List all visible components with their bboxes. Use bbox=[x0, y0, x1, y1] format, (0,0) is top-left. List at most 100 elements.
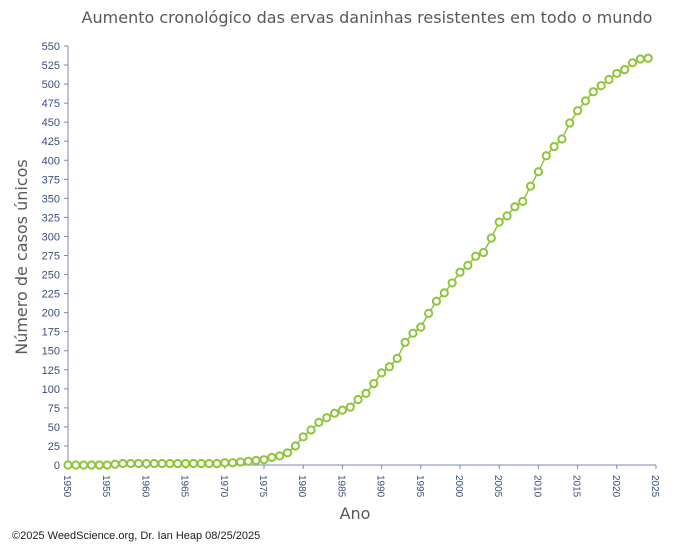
x-tick-label: 1995 bbox=[414, 475, 425, 498]
x-tick-label: 2015 bbox=[571, 475, 582, 498]
data-point bbox=[165, 458, 175, 469]
data-point bbox=[282, 448, 293, 458]
data-point bbox=[133, 458, 144, 469]
data-point bbox=[259, 455, 269, 465]
data-point bbox=[290, 441, 300, 451]
data-point bbox=[502, 211, 512, 221]
data-point bbox=[110, 459, 120, 469]
x-tick-label: 2010 bbox=[531, 475, 542, 498]
x-tick-label: 1985 bbox=[335, 475, 346, 498]
data-point bbox=[63, 460, 73, 470]
x-tick-label: 1970 bbox=[218, 475, 229, 498]
data-point bbox=[604, 74, 614, 85]
data-point bbox=[243, 456, 253, 466]
data-point bbox=[157, 458, 167, 469]
chart: Aumento cronológico das ervas daninhas r… bbox=[12, 8, 660, 523]
data-point bbox=[173, 458, 183, 469]
data-point bbox=[337, 405, 347, 415]
plot-area bbox=[63, 53, 653, 470]
data-point bbox=[557, 134, 567, 144]
y-tick-label: 500 bbox=[42, 79, 60, 91]
data-point bbox=[510, 202, 520, 212]
x-tick-label: 2000 bbox=[453, 475, 464, 498]
data-point bbox=[596, 81, 606, 91]
x-tick-label: 1975 bbox=[257, 475, 268, 498]
data-point bbox=[251, 455, 261, 466]
x-axis-ticks: 1950 1955 1960 1965 1970 1975 1980 1985 1990 1995… bbox=[61, 465, 660, 498]
data-point bbox=[447, 278, 457, 288]
data-point bbox=[71, 460, 81, 470]
data-point bbox=[416, 322, 426, 332]
data-point bbox=[392, 353, 402, 363]
data-point bbox=[369, 378, 379, 389]
data-point bbox=[565, 118, 575, 128]
data-point bbox=[627, 58, 638, 68]
data-point bbox=[345, 402, 355, 412]
data-point bbox=[314, 417, 324, 427]
y-tick-label: 150 bbox=[42, 346, 60, 358]
data-point bbox=[486, 233, 496, 243]
data-point bbox=[424, 308, 434, 318]
data-point bbox=[541, 151, 551, 161]
x-tick-label: 1960 bbox=[139, 475, 150, 498]
data-point bbox=[196, 458, 206, 469]
data-point bbox=[353, 394, 363, 405]
data-point bbox=[149, 458, 159, 469]
x-tick-label: 1955 bbox=[100, 475, 111, 498]
y-tick-label: 375 bbox=[42, 174, 60, 186]
data-point bbox=[86, 460, 97, 470]
data-point bbox=[298, 432, 308, 442]
data-point bbox=[126, 458, 136, 469]
y-tick-label: 400 bbox=[42, 155, 60, 167]
y-tick-label: 425 bbox=[42, 136, 60, 148]
y-tick-label: 250 bbox=[42, 270, 60, 282]
data-point bbox=[620, 65, 630, 75]
data-point bbox=[377, 368, 387, 378]
y-tick-label: 25 bbox=[48, 441, 60, 453]
y-tick-label: 100 bbox=[42, 384, 60, 396]
data-point bbox=[408, 328, 418, 338]
data-point bbox=[384, 362, 395, 372]
data-point bbox=[322, 413, 332, 423]
data-point bbox=[478, 247, 489, 258]
data-point bbox=[643, 53, 653, 63]
data-point bbox=[181, 458, 191, 469]
data-point bbox=[204, 458, 214, 469]
x-tick-label: 1965 bbox=[179, 475, 190, 498]
y-tick-label: 475 bbox=[42, 98, 60, 110]
data-point bbox=[533, 167, 544, 177]
data-point bbox=[588, 87, 598, 97]
data-point bbox=[400, 337, 410, 347]
data-point bbox=[525, 181, 536, 191]
data-point bbox=[580, 96, 591, 106]
data-point bbox=[141, 458, 151, 469]
y-tick-label: 550 bbox=[42, 41, 60, 53]
data-point bbox=[220, 458, 230, 468]
data-point bbox=[573, 106, 583, 116]
y-tick-label: 200 bbox=[42, 308, 60, 320]
y-tick-label: 50 bbox=[48, 422, 60, 434]
data-point bbox=[212, 458, 222, 469]
y-tick-label: 525 bbox=[42, 60, 60, 72]
x-tick-label: 1980 bbox=[296, 475, 307, 498]
x-tick-label: 1950 bbox=[61, 475, 72, 498]
y-tick-label: 75 bbox=[48, 403, 60, 415]
data-point bbox=[306, 425, 316, 435]
data-point bbox=[275, 451, 285, 461]
x-tick-label: 2005 bbox=[492, 475, 503, 498]
x-tick-label: 1990 bbox=[375, 475, 386, 498]
data-point bbox=[329, 408, 340, 418]
data-point bbox=[463, 260, 473, 271]
data-point bbox=[118, 458, 128, 469]
data-point bbox=[94, 460, 104, 470]
data-point bbox=[518, 196, 528, 207]
y-tick-label: 350 bbox=[42, 193, 60, 205]
data-point bbox=[228, 458, 238, 468]
y-tick-label: 0 bbox=[54, 460, 60, 472]
data-point bbox=[102, 460, 112, 470]
copyright-credit: ©2025 WeedScience.org, Dr. Ian Heap 08/2… bbox=[12, 530, 261, 542]
data-point bbox=[549, 141, 559, 152]
data-point bbox=[612, 68, 622, 79]
y-tick-label: 275 bbox=[42, 251, 60, 263]
x-tick-label: 2025 bbox=[649, 475, 660, 498]
